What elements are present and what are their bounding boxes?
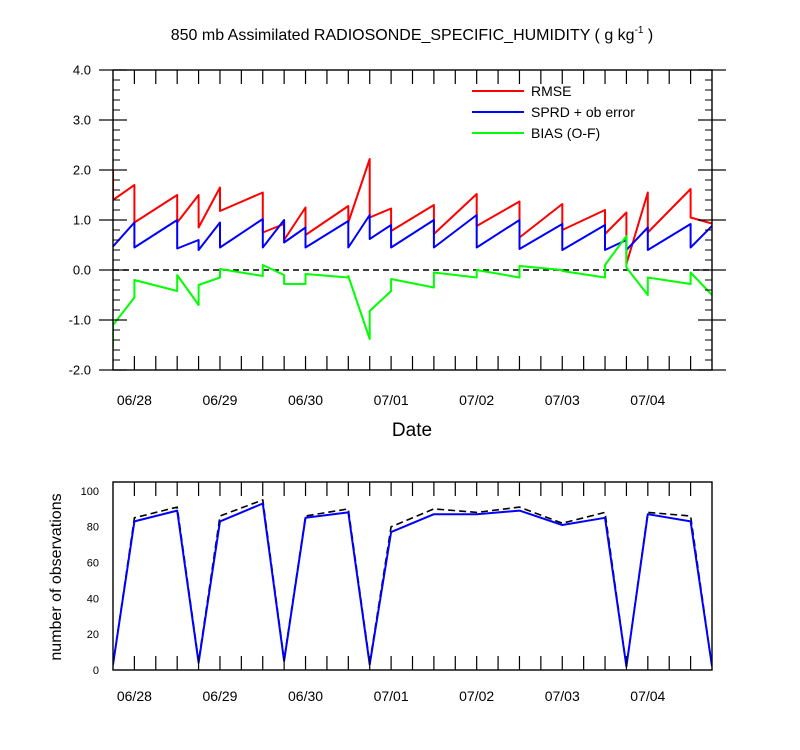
top-xtick-label-5: 07/03 <box>545 392 580 408</box>
top-ytick-label-4: 2.0 <box>73 163 91 178</box>
legend-label-2: BIAS (O-F) <box>531 125 600 141</box>
bottom-xtick-label-5: 07/03 <box>545 688 580 704</box>
top-legend: RMSE SPRD + ob error BIAS (O-F) <box>472 83 635 141</box>
bottom-xtick-label-0: 06/28 <box>117 688 152 704</box>
bottom-y-axis-title: number of observations <box>48 493 65 660</box>
bottom-xtick-label-4: 07/02 <box>459 688 494 704</box>
top-ytick-label-0: -2.0 <box>69 363 91 378</box>
top-xtick-label-3: 07/01 <box>374 392 409 408</box>
chart-title-main: 850 mb Assimilated RADIOSONDE_SPECIFIC_H… <box>171 27 635 44</box>
top-xtick-label-2: 06/30 <box>288 392 323 408</box>
bottom-xtick-label-6: 07/04 <box>630 688 665 704</box>
bottom-plot: 0 20 40 60 80 100 06/28 06/29 06/30 07/01 07/02 07/… <box>81 481 713 704</box>
bottom-ytick-label-5: 100 <box>81 486 99 498</box>
chart-title: 850 mb Assimilated RADIOSONDE_SPECIFIC_H… <box>171 25 654 44</box>
top-ytick-label-3: 1.0 <box>73 213 91 228</box>
bottom-ytick-label-2: 40 <box>87 593 99 605</box>
top-xtick-label-1: 06/29 <box>202 392 237 408</box>
top-series-2-line <box>113 235 712 348</box>
bottom-ytick-label-3: 60 <box>87 558 99 570</box>
top-ytick-label-5: 3.0 <box>73 113 91 128</box>
top-ytick-label-6: 4.0 <box>73 63 91 78</box>
bottom-ytick-label-4: 80 <box>87 522 99 534</box>
bottom-ytick-label-1: 20 <box>87 629 99 641</box>
top-xtick-label-4: 07/02 <box>459 392 494 408</box>
bottom-xtick-label-2: 06/30 <box>288 688 323 704</box>
chart-title-end: ) <box>643 27 653 44</box>
top-ytick-label-1: -1.0 <box>69 313 91 328</box>
bottom-ytick-label-0: 0 <box>93 665 99 677</box>
top-xtick-label-6: 07/04 <box>630 392 665 408</box>
top-ytick-label-2: 0.0 <box>73 263 91 278</box>
bottom-xtick-label-1: 06/29 <box>202 688 237 704</box>
legend-label-0: RMSE <box>531 83 571 99</box>
top-plot: -2.0 -1.0 0.0 1.0 2.0 3.0 4.0 06/28 06/29 06/30 07… <box>69 63 726 408</box>
top-x-axis-title: Date <box>392 420 432 441</box>
top-series-0-line <box>113 158 712 265</box>
chart-title-superscript: -1 <box>635 25 644 36</box>
legend-label-1: SPRD + ob error <box>531 104 635 120</box>
top-xtick-label-0: 06/28 <box>117 392 152 408</box>
bottom-series-1-line <box>113 502 712 668</box>
bottom-xtick-label-3: 07/01 <box>374 688 409 704</box>
